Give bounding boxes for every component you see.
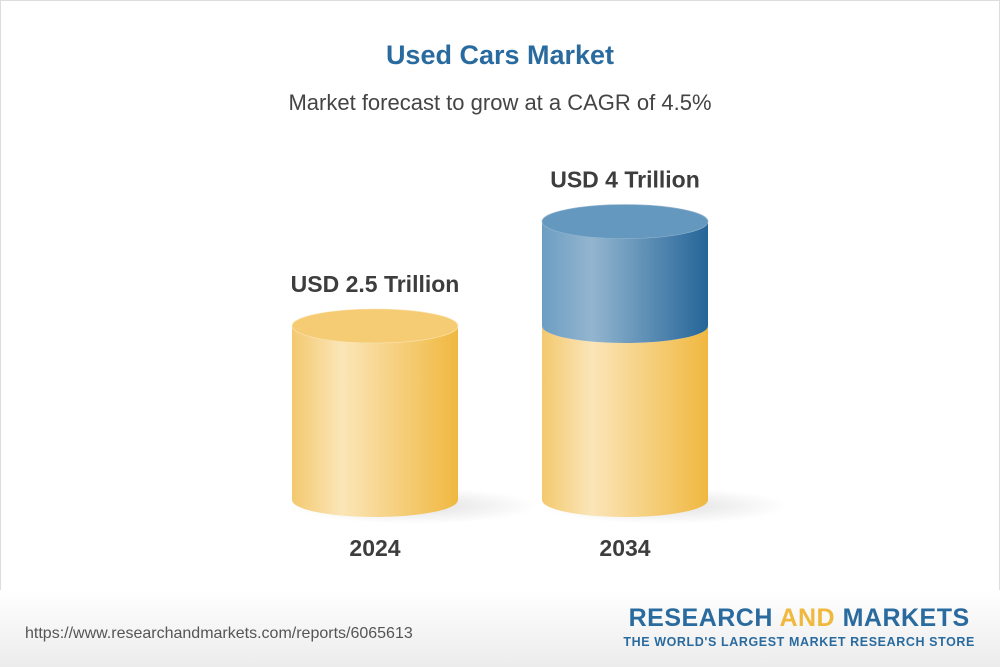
cylinder-body-growth bbox=[542, 221, 708, 343]
cylinder-top bbox=[541, 204, 709, 239]
report-url[interactable]: https://www.researchandmarkets.com/repor… bbox=[25, 625, 413, 642]
research-and-markets-logo: RESEARCH AND MARKETS THE WORLD'S LARGEST… bbox=[623, 604, 975, 649]
category-label: 2034 bbox=[599, 535, 650, 561]
cylinder-body-base bbox=[292, 326, 458, 517]
cylinder-chart: USD 2.5 Trillion 2024 USD 4 Trillion 2034 bbox=[291, 167, 788, 561]
chart-title: Used Cars Market bbox=[385, 40, 615, 70]
cylinder-body-base bbox=[542, 326, 708, 517]
data-label: USD 4 Trillion bbox=[550, 167, 700, 193]
cylinder-top bbox=[291, 308, 459, 344]
chart-subtitle: Market forecast to grow at a CAGR of 4.5… bbox=[288, 90, 712, 115]
category-label: 2024 bbox=[349, 535, 400, 561]
data-label: USD 2.5 Trillion bbox=[291, 271, 460, 297]
footer bbox=[0, 590, 1000, 667]
